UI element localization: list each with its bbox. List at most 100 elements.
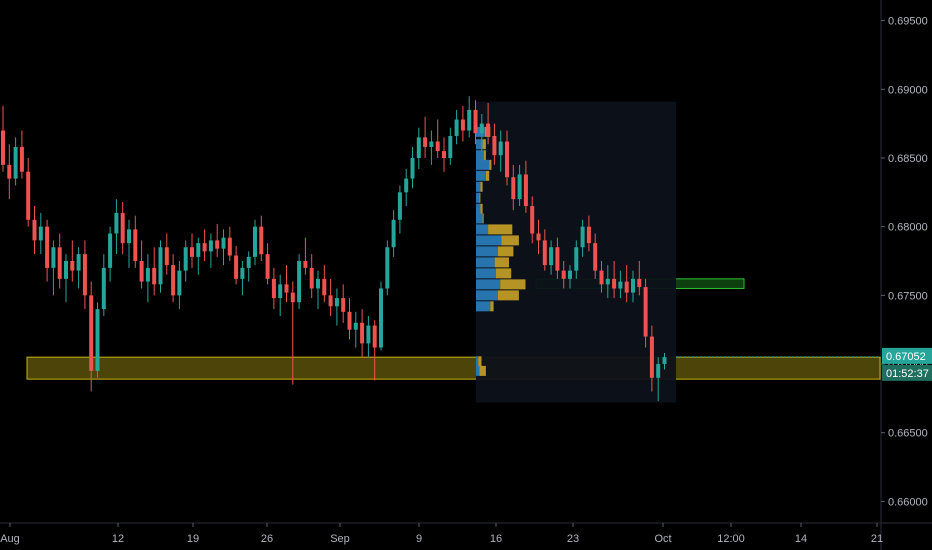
countdown-value: 01:52:37 — [886, 368, 929, 380]
candle-body — [164, 247, 169, 266]
candle-body — [593, 243, 598, 271]
candle-body — [454, 119, 459, 136]
candle-body — [57, 247, 62, 279]
candle-body — [240, 267, 245, 279]
candle-body — [297, 261, 302, 303]
x-tick-label: 26 — [261, 533, 273, 545]
candle-body — [127, 229, 131, 244]
profile-bar-up — [476, 181, 481, 192]
candle-body — [202, 243, 207, 252]
profile-bar-up — [476, 290, 498, 301]
candle-body — [76, 254, 81, 271]
x-tick-label: 16 — [490, 533, 502, 545]
candle-body — [467, 109, 472, 131]
candle-body — [82, 254, 87, 296]
candle-body — [555, 247, 560, 271]
profile-bar-up — [476, 365, 480, 376]
candle-body — [410, 157, 415, 179]
candle-body — [120, 212, 125, 244]
candle-body — [7, 164, 12, 179]
candle-body — [215, 240, 220, 249]
candle-body — [379, 288, 383, 348]
candle-body — [624, 281, 629, 293]
profile-bar-down — [488, 224, 513, 235]
candle-body — [580, 226, 585, 248]
candle-body — [51, 247, 56, 268]
candle-body — [290, 292, 295, 303]
candle-body — [460, 119, 465, 131]
support-zone[interactable] — [26, 356, 881, 380]
candle-body — [523, 174, 528, 207]
candle-body — [114, 212, 119, 234]
candle-body — [618, 281, 623, 289]
candle-body — [196, 243, 201, 257]
x-tick-label: Aug — [0, 533, 20, 545]
candle-body — [549, 247, 554, 266]
profile-bar-down — [483, 150, 486, 161]
candle-body — [429, 141, 434, 147]
candle-body — [542, 240, 547, 266]
profile-bar-down — [482, 213, 484, 224]
candle-body — [448, 135, 453, 158]
candle-body — [511, 177, 516, 200]
candle-body — [316, 278, 320, 289]
candle-body — [662, 357, 667, 365]
candle-body — [26, 171, 31, 220]
candle-body — [561, 270, 566, 279]
candle-body — [574, 247, 579, 271]
candle-body — [108, 233, 113, 268]
candle-body — [498, 141, 503, 156]
profile-bar-up — [476, 301, 491, 312]
x-tick-label: 23 — [567, 533, 579, 545]
candle-body — [442, 151, 446, 158]
profile-bar-down — [500, 279, 526, 290]
countdown-badge — [882, 364, 932, 381]
candle-body — [303, 261, 308, 268]
x-tick-label: 12 — [112, 533, 124, 545]
profile-bar-up — [476, 279, 501, 290]
y-tick-label: 0.69000 — [888, 84, 928, 96]
candle-body — [139, 261, 144, 282]
candle-body — [177, 270, 182, 296]
candle-body — [89, 295, 94, 371]
candle-body — [101, 267, 106, 310]
candle-body — [360, 322, 365, 344]
candle-body — [643, 287, 648, 337]
y-tick-label: 0.66500 — [888, 428, 928, 440]
candle-body — [152, 267, 157, 285]
candle-body — [13, 146, 18, 179]
candle-body — [612, 278, 617, 289]
candle-body — [145, 267, 150, 282]
candle-body — [605, 278, 610, 285]
profile-bar-up — [476, 139, 483, 150]
candle-body — [341, 298, 346, 312]
candle-body — [492, 135, 497, 156]
candle-body — [637, 278, 642, 288]
profile-bar-down — [479, 365, 486, 376]
candle-body — [530, 206, 535, 234]
y-tick-label: 0.66000 — [888, 496, 928, 508]
y-tick-label: 0.69500 — [888, 16, 928, 28]
profile-bar-down — [480, 181, 483, 192]
candle-body — [1, 130, 5, 165]
candle-body — [372, 325, 377, 348]
x-tick-label: 9 — [416, 533, 422, 545]
candles-layer — [1, 96, 667, 402]
candle-body — [404, 178, 409, 193]
profile-bar-up — [476, 203, 481, 214]
candle-body — [133, 229, 138, 261]
candle-body — [19, 146, 24, 172]
profile-bar-down — [501, 235, 519, 246]
y-tick-label: 0.68500 — [888, 153, 928, 165]
profile-bar-down — [485, 170, 490, 181]
candle-body — [246, 256, 251, 268]
candle-body — [322, 278, 327, 296]
profile-bar-up — [476, 257, 495, 268]
candle-body — [366, 325, 371, 344]
candle-body — [391, 219, 396, 248]
candle-body — [568, 270, 572, 279]
profile-bar-up — [476, 246, 498, 257]
candle-body — [486, 123, 491, 136]
